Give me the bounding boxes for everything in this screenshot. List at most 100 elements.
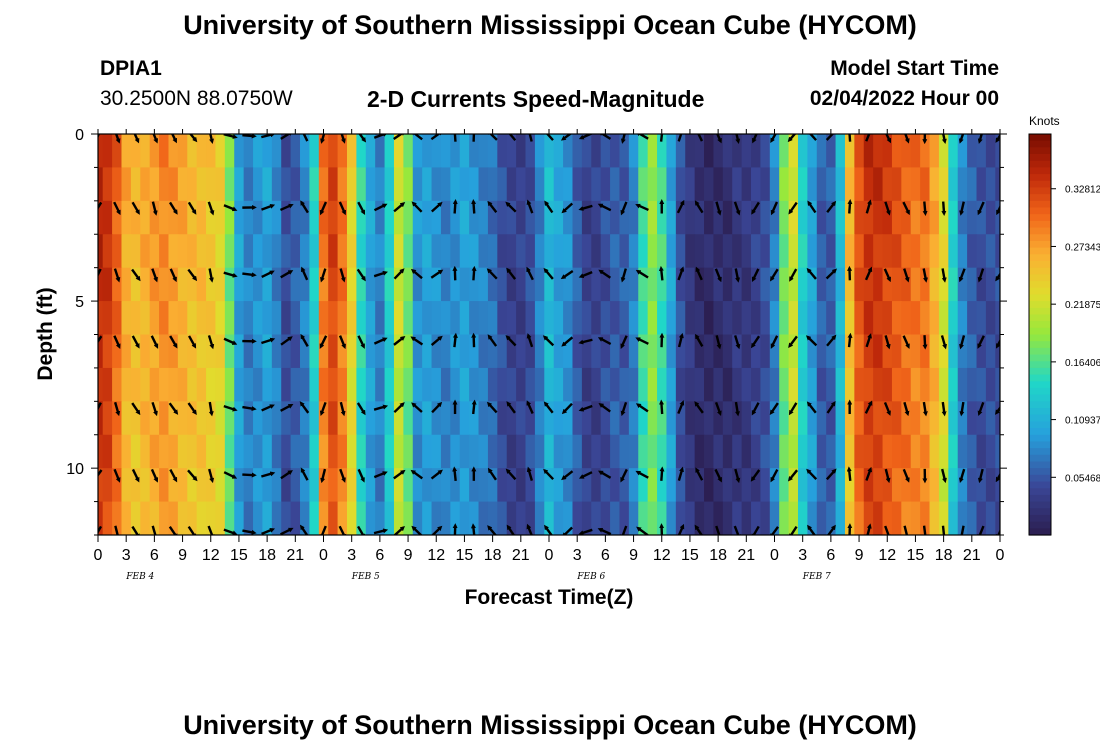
heatmap-cell — [102, 134, 113, 169]
heatmap-cell — [159, 234, 170, 269]
current-arrow — [958, 134, 965, 144]
x-tick-label: 15 — [230, 547, 248, 564]
x-tick-label: 15 — [681, 547, 699, 564]
current-arrow — [526, 466, 534, 481]
current-arrow — [940, 335, 947, 350]
heatmap-cell — [685, 267, 696, 302]
heatmap-cell — [149, 301, 160, 336]
heatmap-cell — [732, 234, 743, 269]
heatmap-cell — [422, 234, 433, 269]
heatmap-cell — [563, 267, 574, 302]
heatmap-cell — [403, 401, 414, 436]
heatmap-cell — [920, 501, 931, 535]
y-axis-label: Depth (ft) — [34, 287, 57, 380]
heatmap-cell — [177, 234, 188, 269]
current-arrow — [319, 401, 327, 416]
heatmap-cell — [967, 434, 978, 469]
heatmap-cell — [356, 468, 367, 503]
current-arrow — [694, 200, 704, 214]
heatmap-cell — [459, 334, 470, 369]
heatmap-cell — [102, 401, 113, 436]
current-arrow — [301, 266, 309, 281]
heatmap-cell — [610, 267, 621, 302]
heatmap-cell — [478, 434, 489, 469]
heatmap-cell — [835, 468, 846, 503]
current-arrow — [635, 203, 649, 212]
heatmap-cell — [525, 200, 536, 235]
heatmap-cell — [112, 468, 123, 503]
current-arrow — [769, 402, 779, 416]
heatmap-cell — [375, 167, 386, 202]
heatmap-cell — [506, 434, 517, 469]
current-arrow — [543, 267, 554, 280]
heatmap-cell — [891, 367, 902, 402]
colorbar-swatch — [1029, 481, 1051, 489]
current-arrow — [487, 334, 498, 347]
heatmap-cell — [788, 367, 799, 402]
heatmap-cell — [337, 267, 348, 302]
heatmap-cell — [253, 234, 264, 269]
heatmap-cell — [647, 267, 658, 302]
current-arrow — [806, 468, 818, 481]
current-arrow — [788, 335, 798, 348]
heatmap-cell — [628, 434, 639, 469]
heatmap-cell — [281, 301, 292, 336]
heatmap-cell — [478, 167, 489, 202]
current-arrow — [695, 333, 704, 347]
heatmap-cell — [797, 468, 808, 503]
current-arrow — [996, 204, 1000, 216]
colorbar-swatch — [1029, 301, 1051, 309]
current-arrow — [977, 468, 984, 484]
current-arrow — [542, 335, 555, 347]
heatmap-cell — [863, 401, 874, 436]
heatmap-cell — [826, 234, 837, 269]
heatmap-cell — [478, 200, 489, 235]
heatmap-cell — [309, 501, 320, 535]
heatmap-cell — [487, 267, 498, 302]
current-arrow — [187, 402, 197, 415]
current-arrow — [526, 333, 534, 348]
heatmap-cell — [318, 200, 329, 235]
current-arrow — [996, 338, 1000, 349]
heatmap-cell — [666, 200, 677, 235]
current-arrow — [453, 134, 457, 142]
heatmap-cell — [910, 301, 921, 336]
heatmap-cell — [995, 334, 1000, 369]
heatmap-cell — [328, 501, 339, 535]
day-label: FEB 7 — [802, 572, 831, 582]
heatmap-cell — [98, 167, 104, 202]
heatmap-cell — [929, 334, 940, 369]
heatmap-cell — [553, 167, 564, 202]
current-arrow — [636, 526, 649, 535]
heatmap-cell — [779, 234, 790, 269]
x-tick-label: 21 — [512, 547, 530, 564]
heatmap-cell — [262, 200, 273, 235]
x-tick-label: 18 — [709, 547, 727, 564]
page-title: University of Southern Mississippi Ocean… — [183, 10, 917, 40]
current-arrow — [171, 134, 177, 144]
colorbar-swatch — [1029, 314, 1051, 322]
heatmap-cell — [807, 401, 818, 436]
heatmap-cell — [290, 134, 301, 169]
current-arrow — [734, 268, 741, 283]
heatmap-cell — [732, 367, 743, 402]
colorbar-swatch — [1029, 474, 1051, 483]
heatmap-cell — [657, 434, 668, 469]
current-arrow — [207, 525, 215, 535]
heatmap-cell — [751, 468, 762, 503]
current-arrow — [223, 471, 238, 479]
heatmap-cell — [873, 301, 884, 336]
heatmap-cell — [638, 234, 649, 269]
heatmap-cell — [187, 434, 198, 469]
heatmap-cell — [516, 234, 527, 269]
heatmap-cell — [675, 134, 686, 169]
heatmap-cell — [516, 468, 527, 503]
heatmap-cell — [215, 234, 226, 269]
current-arrow — [715, 335, 722, 350]
colorbar-swatch — [1029, 387, 1051, 396]
current-arrow — [430, 201, 443, 213]
colorbar-swatch — [1029, 448, 1051, 456]
heatmap-cell — [215, 267, 226, 302]
current-arrow — [113, 268, 121, 283]
heatmap-cell — [206, 367, 217, 402]
